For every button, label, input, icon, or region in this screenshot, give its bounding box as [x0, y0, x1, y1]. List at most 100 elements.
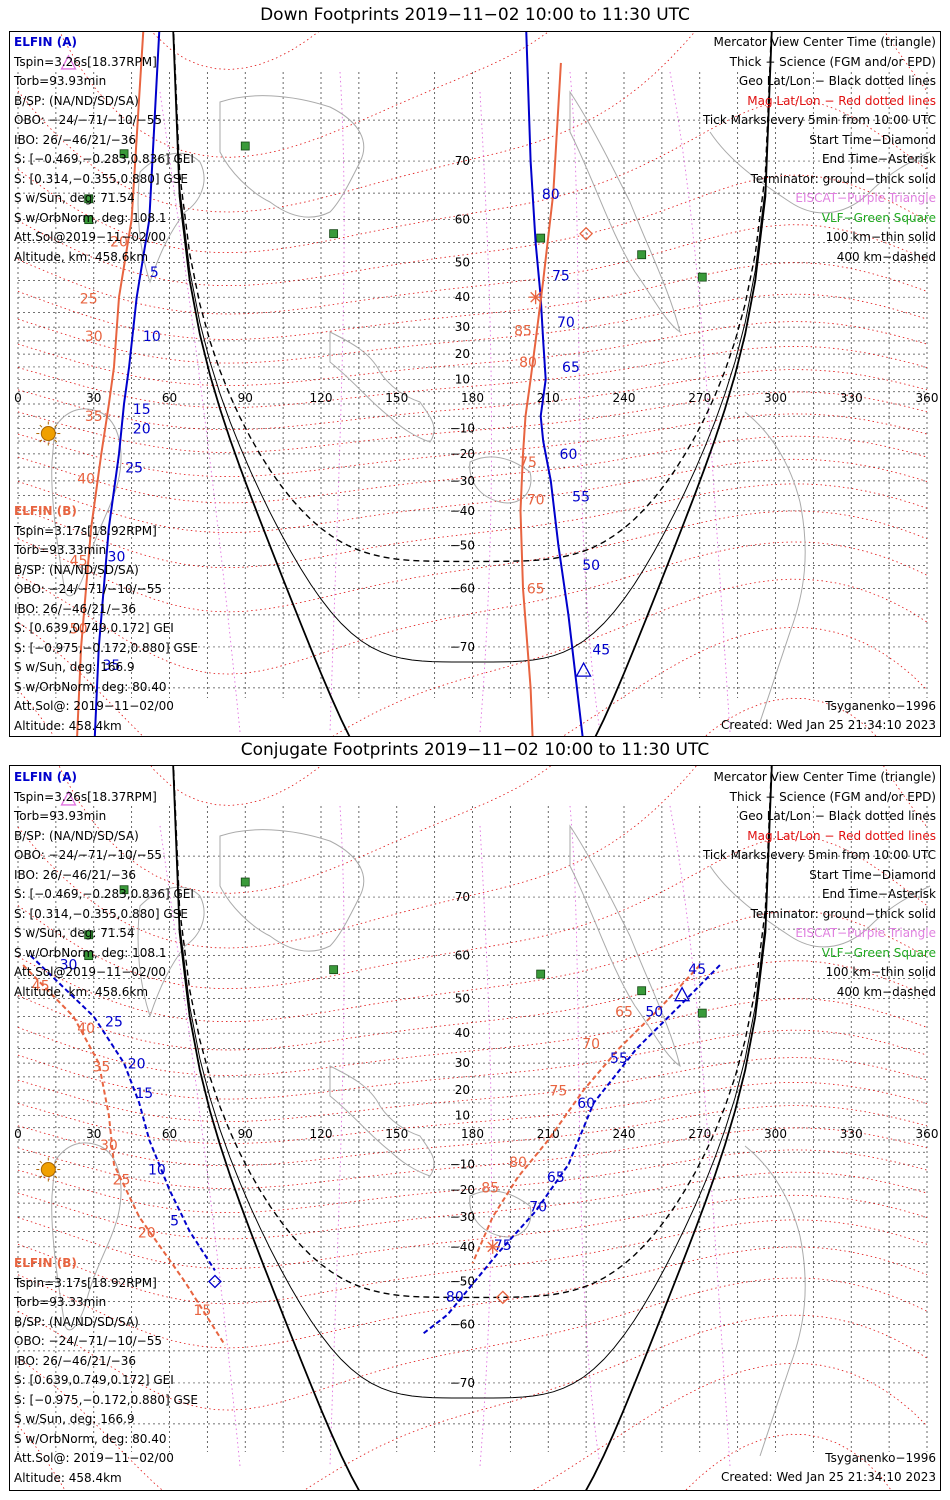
- tick-label-elfin-b: 75: [549, 1083, 567, 1099]
- lon-tick-label: 240: [613, 391, 636, 405]
- sat-a-lines: Tspin=3.26s[18.37RPM] Torb=93.93min B/SP: …: [14, 788, 194, 1003]
- info-line: B/SP: (NA/ND/SD/SA): [14, 93, 139, 108]
- vlf-station-square: [84, 194, 94, 204]
- sun-ray: [39, 1160, 43, 1164]
- vlf-station-square: [84, 215, 94, 225]
- legend-item: EISCAT−Purple Triangle: [795, 926, 936, 940]
- tick-label-elfin-a: 60: [577, 1096, 595, 1112]
- vlf-station-square: [697, 1008, 707, 1018]
- legend-item: VLF−Green Square: [821, 210, 936, 225]
- mag-meridian: [569, 71, 601, 733]
- lon-tick-label: 270: [688, 1127, 711, 1141]
- sat-b-lines: Tspin=3.17s[18.92RPM] Torb=93.33min B/SP: …: [14, 522, 198, 737]
- info-line: S: [−0.469,−0.283,0.836] GEI: [14, 152, 194, 166]
- tick-label-elfin-a: 5: [150, 265, 159, 281]
- sat-a-label: ELFIN (A): [14, 35, 77, 49]
- info-line: Altitude, km: 458.6km: [14, 249, 149, 264]
- coastline: [569, 824, 681, 1068]
- track-elfin-b-west: [76, 32, 145, 736]
- sat-b-lines: Tspin=3.17s[18.92RPM] Torb=93.33min B/SP: …: [14, 1274, 198, 1489]
- info-line: Altitude: 458.4km: [14, 1470, 122, 1485]
- vlf-station-square: [119, 149, 129, 159]
- lon-tick-label: 360: [916, 391, 939, 405]
- info-line: S: [−0.469,−0.283,0.836] GEI: [14, 887, 194, 901]
- mag-meridian: [669, 71, 731, 733]
- lat-tick-label: −60: [450, 581, 475, 595]
- lat-tick-label: 70: [455, 890, 470, 904]
- mag-meridian: [159, 91, 241, 733]
- lat-tick-label: −70: [450, 1376, 475, 1390]
- lon-tick-label: 270: [688, 391, 711, 405]
- info-line: OBO: −24/−71/−10/−55: [14, 582, 162, 596]
- tick-label-elfin-a: 50: [582, 558, 600, 574]
- mag-meridian: [479, 91, 492, 733]
- vlf-station-square: [536, 969, 546, 979]
- tick-label-elfin-a: 35: [103, 658, 121, 674]
- coastline: [709, 131, 931, 214]
- tick-label-elfin-a: 80: [446, 1290, 464, 1306]
- mag-parallel: [17, 1194, 928, 1270]
- info-line: Torb=93.33min: [14, 1295, 107, 1309]
- lon-tick-label: 30: [86, 1127, 101, 1141]
- lat-tick-label: 40: [455, 290, 470, 304]
- coastline: [744, 411, 806, 723]
- sun-ray: [54, 439, 58, 443]
- vlf-station-square: [84, 930, 94, 940]
- legend-item: End Time−Asterisk: [821, 887, 936, 901]
- lon-tick-label: 300: [764, 391, 787, 405]
- tick-label-elfin-b: 30: [100, 1138, 118, 1154]
- tick-label-elfin-b: 65: [615, 1005, 633, 1021]
- tick-label-elfin-b: 25: [113, 1173, 131, 1189]
- tick-label-elfin-a: 20: [133, 422, 151, 438]
- lon-tick-label: 60: [162, 391, 177, 405]
- lat-tick-label: −50: [450, 1274, 475, 1288]
- terminator-line: [172, 32, 773, 736]
- info-line: Torb=93.33min: [14, 543, 107, 557]
- vlf-station-square: [240, 141, 250, 151]
- info-line: Tspin=3.17s[18.92RPM]: [14, 523, 157, 538]
- tick-label-elfin-a: 55: [610, 1051, 628, 1067]
- info-line: Altitude: 458.4km: [14, 718, 122, 733]
- track-elfin-b: [519, 62, 562, 736]
- info-line: IBO: 26/−46/21/−36: [14, 601, 136, 616]
- legend: Mercator View Center Time (triangle) Thic…: [703, 768, 936, 1002]
- info-line: Torb=93.93min: [14, 809, 107, 823]
- legend-item: Geo Lat/Lon − Black dotted lines: [738, 74, 936, 88]
- info-line: S w/Sun, deg: 166.9: [14, 660, 135, 674]
- tick-label-elfin-b: 40: [77, 472, 95, 488]
- sat-a-lines: Tspin=3.26s[18.37RPM] Torb=93.93min B/SP: …: [14, 53, 194, 268]
- mag-parallel: [17, 910, 928, 1023]
- lon-tick-label: 30: [86, 391, 101, 405]
- tick-label-elfin-a: 65: [562, 360, 580, 376]
- info-line: S w/OrbNorm, deg: 108.1: [14, 945, 167, 960]
- vlf-station-square: [697, 272, 707, 282]
- coastline: [469, 456, 532, 504]
- created-label: Created: Wed Jan 25 21:34:10 2023: [721, 1470, 936, 1484]
- sat-b-label: ELFIN (B): [14, 1256, 77, 1270]
- mag-parallel: [17, 1105, 928, 1167]
- lon-tick-label: 330: [840, 1127, 863, 1141]
- tick-label-elfin-a: 55: [572, 489, 590, 505]
- coastline: [51, 1142, 122, 1331]
- mag-parallel: [17, 1029, 928, 1100]
- track-elfin-a: [525, 32, 584, 736]
- mag-parallel: [17, 224, 928, 315]
- lat-tick-label: 60: [455, 213, 470, 227]
- lat-tick-label: 30: [455, 320, 470, 334]
- mag-parallel: [17, 998, 928, 1076]
- info-line: S w/OrbNorm, deg: 80.40: [14, 1431, 167, 1446]
- tick-label-elfin-b: 85: [514, 323, 532, 339]
- info-line: S: [−0.975,−0.172,0.880] GSE: [14, 640, 198, 655]
- sat-a-info: ELFIN (A) Tspin=3.26s[18.37RPM] Torb=93.9…: [14, 768, 194, 1002]
- legend-item: EISCAT−Purple Triangle: [795, 191, 936, 205]
- tick-label-elfin-b: 15: [193, 1303, 211, 1319]
- center-triangle: [673, 986, 691, 1002]
- tick-label-elfin-a: 60: [560, 447, 578, 463]
- panel-title-conjugate: Conjugate Footprints 2019−11−02 10:00 to…: [240, 740, 710, 760]
- mag-parallel: [17, 626, 928, 736]
- lat-tick-label: 10: [455, 372, 470, 386]
- legend-item: Tick Marks every 5min from 10:00 UTC: [702, 848, 936, 862]
- lon-tick-label: 300: [764, 1127, 787, 1141]
- legend-item: Thick − Science (FGM and/or EPD): [729, 54, 936, 69]
- terminator-line: [172, 32, 773, 563]
